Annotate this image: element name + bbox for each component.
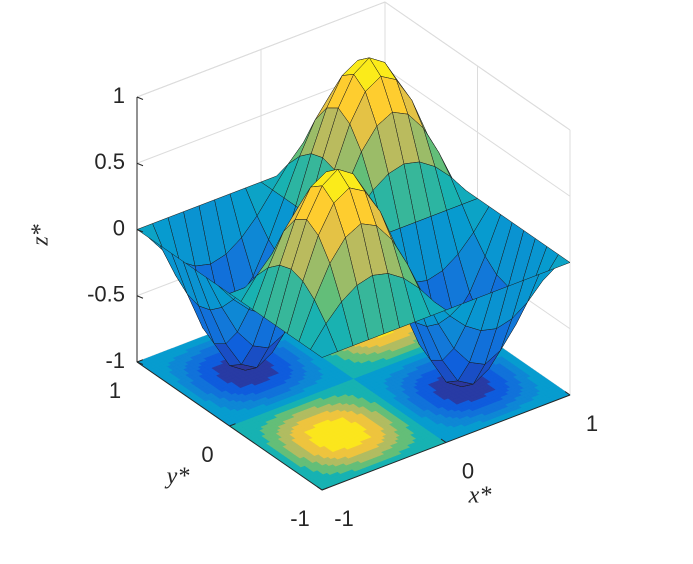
- z-tick-label: 1: [113, 83, 125, 108]
- z-label: z*: [28, 224, 54, 246]
- z-tick-label: 0: [113, 215, 125, 240]
- x-tick-label: -1: [334, 506, 354, 531]
- z-tick-label: -1: [105, 348, 125, 373]
- y-tick-label: 0: [201, 442, 213, 467]
- y-tick-label: 1: [109, 378, 121, 403]
- x-tick-label: 1: [586, 411, 598, 436]
- z-tick: [136, 96, 144, 100]
- x-label: x*: [468, 483, 492, 509]
- x-tick-label: 0: [462, 458, 474, 483]
- z-tick-label: -0.5: [87, 282, 125, 307]
- z-tick: [136, 162, 144, 167]
- z-tick: [136, 295, 144, 299]
- y-tick-label: -1: [290, 506, 310, 531]
- y-label: y*: [165, 464, 190, 490]
- z-tick-label: 0.5: [94, 149, 125, 174]
